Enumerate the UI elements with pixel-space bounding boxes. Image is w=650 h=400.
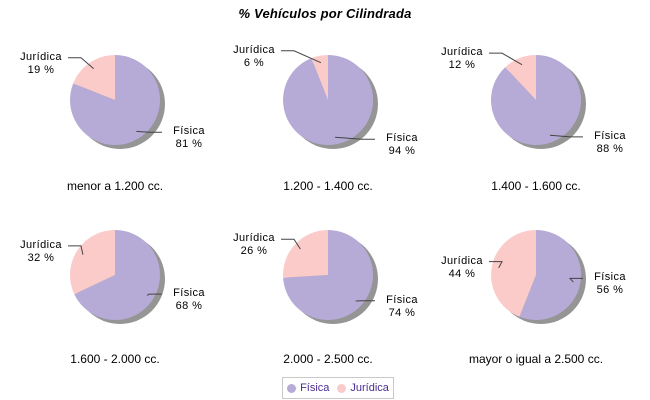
slice-name: Física	[594, 129, 626, 142]
pie-caption: 1.600 - 2.000 cc.	[70, 352, 160, 366]
slice-value: 32 %	[27, 251, 55, 264]
callout-fisica: Física 88 %	[570, 130, 650, 156]
slice-name: Jurídica	[441, 254, 483, 267]
callout-juridica: Jurídica 6 %	[214, 44, 294, 70]
slice-name: Jurídica	[441, 46, 483, 59]
slice-name: Física	[386, 132, 418, 145]
callout-fisica: Física 81 %	[149, 125, 229, 151]
slice-value: 88 %	[596, 142, 624, 155]
slice-name: Jurídica	[20, 238, 62, 251]
juridica-swatch-icon	[337, 383, 347, 393]
fisica-swatch-icon	[287, 383, 297, 393]
pie-caption: menor a 1.200 cc.	[66, 179, 164, 193]
slice-value: 26 %	[240, 245, 268, 258]
slice-name: Física	[173, 287, 205, 300]
legend-item-juridica: Jurídica	[337, 382, 389, 394]
slice-name: Física	[173, 125, 205, 138]
callout-fisica: Física 94 %	[362, 132, 442, 158]
slice-value: 81 %	[175, 138, 203, 151]
slice-value: 56 %	[596, 284, 624, 297]
callout-juridica: Jurídica 26 %	[214, 232, 294, 258]
pie-caption: 1.400 - 1.600 cc.	[491, 179, 581, 193]
slice-value: 6 %	[243, 56, 265, 69]
chart-title: % Vehículos por Cilindrada	[238, 6, 412, 21]
slice-name: Jurídica	[20, 50, 62, 63]
callout-fisica: Física 68 %	[149, 287, 229, 313]
pie-caption: 2.000 - 2.500 cc.	[283, 352, 373, 366]
pie-caption: 1.200 - 1.400 cc.	[283, 179, 373, 193]
slice-name: Física	[386, 293, 418, 306]
callout-juridica: Jurídica 12 %	[422, 46, 502, 72]
slice-value: 94 %	[388, 145, 416, 158]
legend-item-fisica: Física	[287, 382, 329, 394]
slice-value: 68 %	[175, 300, 203, 313]
chart-legend: Física Jurídica	[282, 377, 394, 399]
callout-fisica: Física 56 %	[570, 271, 650, 297]
callout-fisica: Física 74 %	[362, 294, 442, 320]
slice-name: Física	[594, 271, 626, 284]
callout-juridica: Jurídica 32 %	[1, 239, 81, 265]
pie-caption: mayor o igual a 2.500 cc.	[468, 352, 604, 366]
callout-juridica: Jurídica 44 %	[422, 255, 502, 281]
slice-value: 12 %	[448, 59, 476, 72]
slice-value: 44 %	[448, 267, 476, 280]
callout-juridica: Jurídica 19 %	[1, 51, 81, 77]
slice-name: Jurídica	[233, 43, 275, 56]
slice-value: 19 %	[27, 63, 55, 76]
legend-label: Física	[300, 382, 330, 394]
slice-name: Jurídica	[233, 232, 275, 245]
legend-label: Jurídica	[350, 382, 389, 394]
slice-value: 74 %	[388, 306, 416, 319]
